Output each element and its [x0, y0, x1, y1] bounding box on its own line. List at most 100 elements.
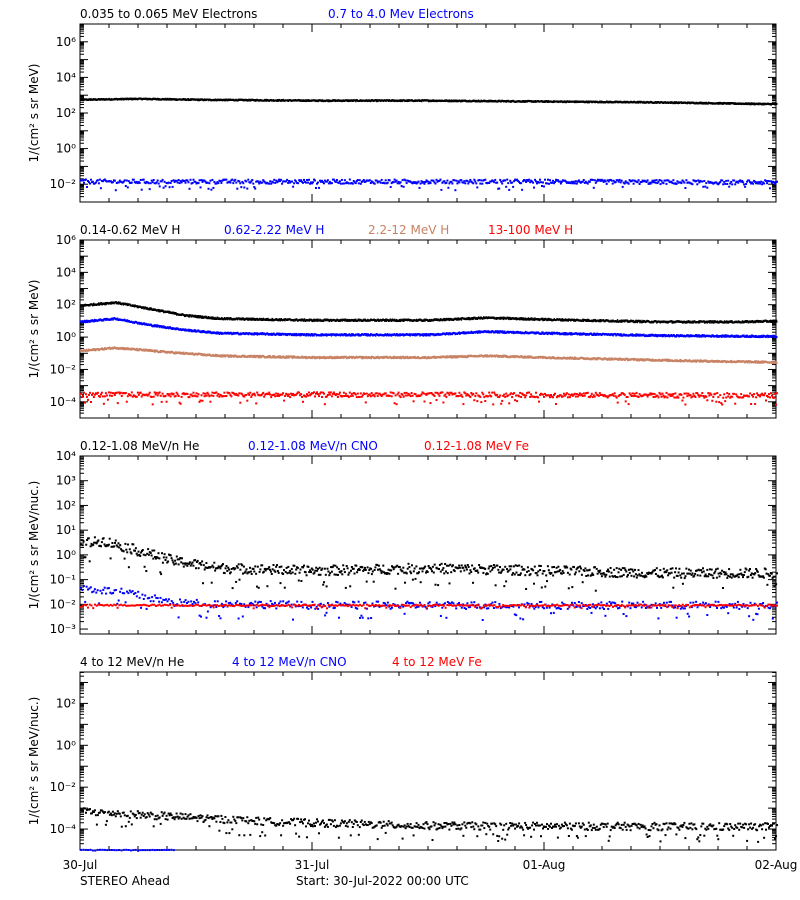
- data-point: [685, 179, 688, 182]
- data-point: [425, 333, 428, 335]
- data-point: [719, 181, 722, 184]
- data-point: [97, 182, 100, 185]
- data-point: [703, 180, 706, 182]
- panel-frame: [79, 23, 777, 203]
- data-point: [538, 181, 540, 184]
- data-point: [702, 185, 705, 188]
- data-point: [462, 332, 465, 335]
- data-point: [739, 179, 742, 182]
- data-point: [190, 329, 193, 332]
- data-point: [535, 332, 537, 335]
- data-point: [89, 182, 91, 185]
- data-point: [188, 315, 190, 318]
- data-point: [570, 180, 573, 183]
- data-point: [249, 181, 252, 184]
- data-point: [223, 318, 225, 321]
- data-point: [286, 178, 289, 181]
- data-point: [744, 185, 747, 188]
- data-point: [551, 181, 553, 184]
- data-point: [197, 329, 200, 332]
- data-point: [551, 331, 553, 334]
- data-point: [378, 180, 381, 183]
- data-point: [194, 180, 197, 183]
- data-point: [698, 181, 701, 184]
- data-point: [576, 180, 579, 183]
- data-point: [299, 333, 302, 336]
- data-point: [499, 316, 501, 319]
- data-point: [682, 180, 685, 183]
- data-point: [85, 178, 87, 181]
- data-point: [467, 182, 470, 185]
- data-point: [92, 302, 95, 305]
- data-point: [364, 318, 367, 321]
- data-point: [698, 320, 700, 323]
- data-point: [513, 180, 516, 183]
- data-point: [424, 181, 427, 183]
- data-point: [279, 180, 282, 183]
- data-point: [240, 186, 243, 189]
- data-point: [124, 185, 127, 187]
- data-point: [425, 334, 427, 337]
- data-point: [529, 181, 532, 184]
- data-point: [439, 178, 442, 181]
- data-point: [408, 333, 411, 336]
- data-point: [496, 181, 499, 184]
- data-point: [595, 180, 598, 183]
- data-point: [149, 308, 151, 311]
- data-point: [298, 333, 300, 335]
- data-point: [427, 182, 430, 185]
- data-point: [729, 182, 732, 185]
- data-point: [197, 315, 200, 317]
- data-point: [247, 318, 249, 321]
- data-point: [302, 181, 304, 184]
- data-point: [243, 186, 246, 189]
- data-point: [207, 316, 210, 318]
- series-points: [80, 317, 778, 339]
- data-point: [508, 318, 510, 321]
- data-point: [177, 179, 180, 181]
- data-point: [488, 182, 491, 184]
- data-point: [646, 179, 649, 182]
- data-point: [375, 334, 377, 337]
- data-point: [544, 178, 546, 181]
- data-point: [402, 318, 404, 321]
- data-point: [734, 183, 737, 186]
- data-point: [132, 178, 135, 181]
- data-point: [220, 181, 223, 184]
- data-point: [552, 179, 554, 182]
- data-point: [505, 185, 508, 188]
- data-point: [776, 320, 778, 323]
- data-point: [216, 316, 219, 319]
- data-point: [309, 182, 311, 185]
- data-point: [210, 317, 213, 320]
- data-point: [518, 318, 521, 321]
- data-point: [404, 179, 407, 182]
- data-point: [85, 319, 87, 322]
- data-point: [151, 181, 154, 184]
- legend-entry: 0.14-0.62 MeV H: [80, 223, 180, 237]
- data-point: [86, 186, 88, 188]
- data-point: [210, 188, 213, 191]
- data-point: [90, 178, 92, 181]
- data-point: [154, 324, 156, 327]
- data-point: [554, 181, 556, 183]
- data-point: [405, 182, 408, 185]
- data-point: [765, 319, 768, 322]
- data-point: [775, 320, 777, 323]
- data-point: [114, 189, 117, 192]
- data-point: [536, 182, 538, 185]
- data-point: [757, 182, 760, 185]
- data-point: [558, 332, 561, 335]
- data-point: [520, 182, 523, 185]
- data-point: [610, 179, 613, 182]
- data-point: [516, 330, 519, 333]
- data-point: [769, 187, 771, 190]
- y-tick-label: 10²: [56, 298, 76, 312]
- data-point: [309, 333, 311, 336]
- data-point: [759, 182, 762, 185]
- data-point: [278, 178, 281, 181]
- data-point: [199, 315, 202, 318]
- data-point: [587, 320, 589, 322]
- data-point: [524, 317, 526, 320]
